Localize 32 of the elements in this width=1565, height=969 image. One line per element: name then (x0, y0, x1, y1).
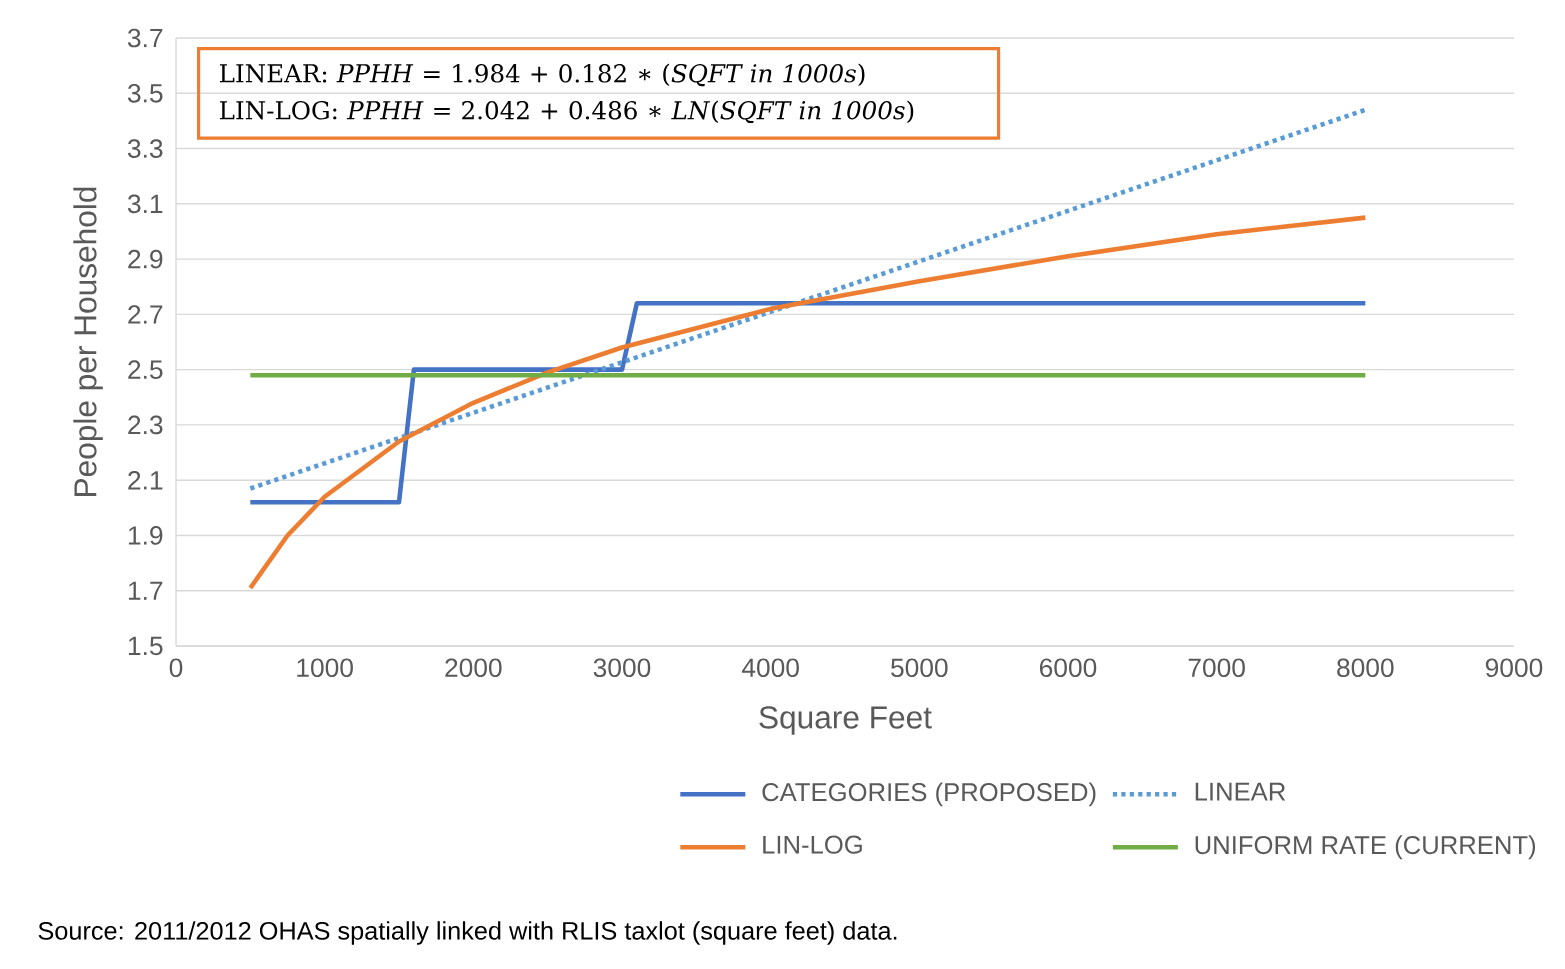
source-note: Source: 2011/2012 OHAS spatially linked with RLIS taxlot (square feet) data. (38, 921, 897, 945)
x-tick-label: 7000 (1188, 658, 1245, 678)
x-tick-label: 6000 (1039, 658, 1097, 678)
x-tick-label: 4000 (741, 658, 799, 678)
x-tick-label: 0 (169, 658, 183, 678)
x-tick-label: 2000 (445, 658, 502, 678)
x-tick-label: 3000 (593, 658, 651, 678)
x-axis-title: Square Feet (759, 706, 932, 735)
x-tick-label: 8000 (1337, 658, 1394, 678)
x-tick-label: 9000 (1485, 658, 1543, 678)
legend-label: LINEAR (1195, 782, 1286, 801)
y-tick-label: 1.7 (128, 581, 163, 600)
annotation: LIN-LOG: PPHH = 2.042 + 0.486 ∗ LN(SQFT in 1000s) (219, 100, 914, 124)
y-tick-label: 2.5 (128, 360, 163, 379)
line-series (248, 215, 1368, 591)
x-tick-label: 5000 (891, 658, 948, 678)
x-tick-label: 1000 (297, 658, 353, 678)
y-tick-label: 1.9 (128, 526, 163, 545)
y-tick-label: 2.1 (128, 470, 163, 490)
legend-label: LIN-LOG (763, 835, 862, 854)
y-tick-label: 3.1 (127, 194, 163, 214)
y-axis-title: People per Household (73, 187, 103, 496)
annotation: LINEAR: PPHH = 1.984 + 0.182 ∗ (SQFT in 1000s) (219, 63, 865, 87)
y-tick-label: 3.3 (127, 139, 163, 158)
legend-label: CATEGORIES (PROPOSED) (762, 782, 1096, 807)
y-tick-label: 3.5 (127, 83, 163, 103)
y-tick-label: 2.3 (128, 415, 163, 435)
y-tick-label: 3.7 (127, 28, 163, 48)
y-tick-label: 2.9 (128, 249, 163, 269)
y-tick-label: 1.5 (128, 636, 163, 656)
legend-label: UNIFORM RATE (CURRENT) (1195, 835, 1536, 860)
y-tick-label: 2.7 (128, 305, 163, 324)
